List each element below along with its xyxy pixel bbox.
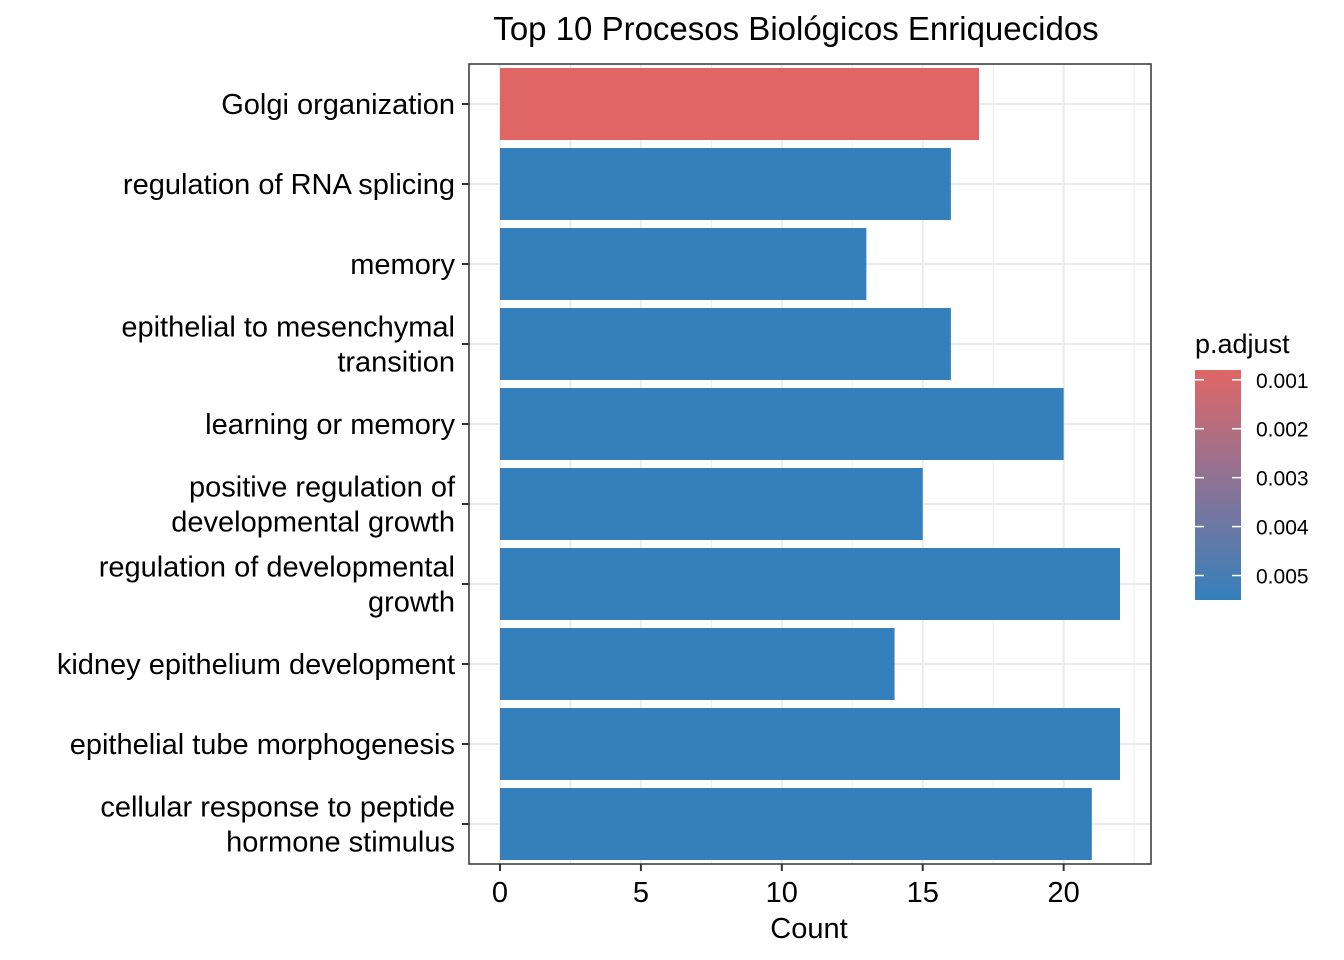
category-label-line: hormone stimulus	[226, 827, 455, 859]
bar	[500, 68, 980, 140]
legend-tick-label: 0.003	[1256, 468, 1309, 491]
category-label: regulation of developmental growth	[99, 552, 455, 619]
category-label-line: memory	[350, 249, 455, 281]
category-label: kidney epithelium development	[57, 649, 455, 681]
category-label-line: developmental growth	[171, 507, 455, 539]
x-axis: 0 5 10 15 20	[492, 864, 1080, 909]
legend-tick-label: 0.001	[1256, 370, 1309, 393]
category-label-line: regulation of RNA splicing	[123, 169, 455, 201]
category-label-line: cellular response to peptide	[100, 792, 455, 824]
legend-tick-label: 0.002	[1256, 419, 1309, 442]
category-label-line: learning or memory	[205, 409, 455, 441]
category-label-line: kidney epithelium development	[57, 649, 455, 681]
category-label: learning or memory	[205, 409, 455, 441]
x-axis-title: Count	[770, 913, 847, 945]
x-tick-label: 0	[492, 877, 508, 909]
category-label-line: positive regulation of	[189, 472, 456, 504]
category-label-line: transition	[337, 347, 455, 379]
panel-border	[468, 63, 1152, 865]
category-label-line: epithelial to mesenchymal	[121, 312, 455, 344]
legend-tick-label: 0.004	[1256, 517, 1309, 540]
legend-tick-label: 0.005	[1256, 566, 1309, 589]
bar	[500, 148, 951, 220]
category-label: regulation of RNA splicing	[123, 169, 455, 201]
x-tick-label: 20	[1048, 877, 1080, 909]
bar	[500, 468, 923, 540]
chart-title: Top 10 Procesos Biológicos Enriquecidos	[493, 10, 1098, 47]
legend-title: p.adjust	[1195, 329, 1290, 359]
category-label: cellular response to peptide hormone stim…	[100, 792, 455, 859]
category-labels: Golgi organization regulation of RNA spli…	[57, 89, 469, 859]
bar	[500, 228, 867, 300]
bar	[500, 548, 1120, 620]
legend-colorbar	[1195, 370, 1241, 600]
plot-panel	[468, 63, 1152, 865]
category-label: Golgi organization	[221, 89, 455, 121]
category-label-line: epithelial tube morphogenesis	[70, 729, 455, 761]
category-label-line: growth	[368, 587, 455, 619]
x-tick-label: 15	[907, 877, 939, 909]
x-tick-label: 5	[633, 877, 649, 909]
bar	[500, 308, 951, 380]
color-legend: p.adjust 0.001 0.002 0.003 0.004 0.005	[1195, 329, 1309, 600]
bar	[500, 708, 1120, 780]
category-label-line: regulation of developmental	[99, 552, 455, 584]
category-label: memory	[350, 249, 455, 281]
category-label: epithelial tube morphogenesis	[70, 729, 455, 761]
bar	[500, 628, 895, 700]
x-tick-label: 10	[766, 877, 798, 909]
category-label: epithelial to mesenchymal transition	[121, 312, 455, 379]
bar	[500, 788, 1092, 860]
category-label: positive regulation of developmental grow…	[171, 472, 456, 539]
category-label-line: Golgi organization	[221, 89, 455, 121]
bar	[500, 388, 1064, 460]
